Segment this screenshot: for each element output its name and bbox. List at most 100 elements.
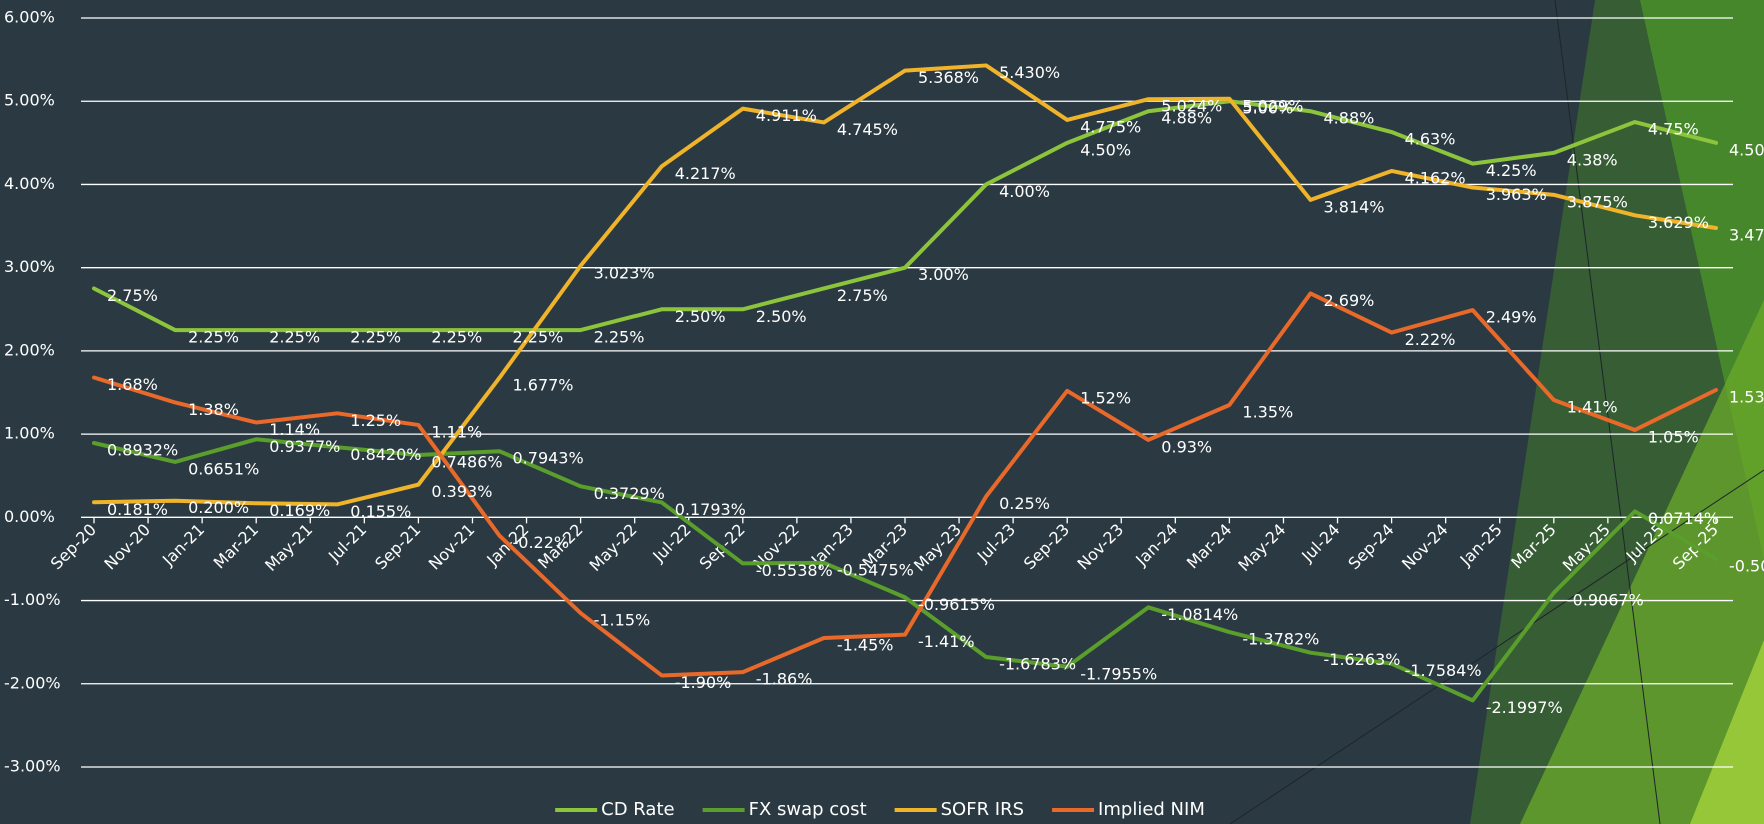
x-tick-label: Nov-23 [1074,520,1128,574]
data-label: 3.629% [1648,213,1709,232]
x-tick-label: Jan-24 [1131,520,1181,570]
data-label: 2.69% [1324,291,1375,310]
data-label: 0.1793% [675,500,746,519]
data-label: 1.68% [107,375,158,394]
data-label: 1.38% [188,400,239,419]
data-label: 5.368% [918,68,979,87]
legend-label: SOFR IRS [941,799,1024,820]
data-label: 0.200% [188,498,249,517]
data-label: -1.6263% [1324,650,1401,669]
y-tick-label: 6.00% [4,8,55,27]
data-label: 4.63% [1405,130,1456,149]
x-tick-label: Sep-21 [371,520,424,573]
data-label: -0.22% [513,533,570,552]
data-label: 5.029% [1242,96,1303,115]
data-label: 1.11% [431,422,482,441]
data-label: 3.875% [1567,192,1628,211]
data-label: 2.25% [431,328,482,347]
data-label: -1.86% [756,670,813,689]
data-label: 0.7943% [513,449,584,468]
data-label: -1.45% [837,636,894,655]
data-label: -1.15% [594,611,651,630]
y-tick-label: 5.00% [4,91,55,110]
data-label: 4.745% [837,120,898,139]
data-label: 0.155% [350,502,411,521]
data-label: 4.75% [1648,120,1699,139]
y-tick-label: 1.00% [4,424,55,443]
x-tick-label: Mar-24 [1183,520,1236,573]
data-label: 2.22% [1405,330,1456,349]
data-label: 1.677% [513,375,574,394]
y-tick-label: 2.00% [4,340,55,359]
data-label: 1.53% [1729,388,1764,407]
data-label: 4.00% [999,182,1050,201]
legend-label: Implied NIM [1098,799,1205,820]
data-label: 4.25% [1486,161,1537,180]
x-tick-label: Jul-21 [324,520,370,566]
x-tick-label: Sep-20 [47,520,100,573]
data-label: 4.50% [1080,140,1131,159]
data-label: 0.93% [1161,437,1212,456]
x-tick-label: Nov-20 [100,520,154,574]
data-label: 4.162% [1405,168,1466,187]
data-label: 0.9377% [269,437,340,456]
data-label: 2.75% [107,286,158,305]
data-label: 2.50% [675,307,726,326]
y-tick-label: -3.00% [4,757,61,776]
data-label: 0.181% [107,500,168,519]
data-label: 4.50% [1729,140,1764,159]
data-label: -1.6783% [999,655,1076,674]
data-label: 3.814% [1324,197,1385,216]
data-label: -2.1997% [1486,698,1563,717]
y-tick-label: -1.00% [4,590,61,609]
data-label: 0.8932% [107,440,178,459]
data-label: -1.7584% [1405,661,1482,680]
data-label: 2.75% [837,286,888,305]
x-tick-label: Nov-21 [425,520,479,574]
legend-item: CD Rate [555,799,674,820]
data-label: 3.963% [1486,185,1547,204]
x-tick-label: Mar-21 [210,520,263,573]
data-label: 2.25% [188,328,239,347]
data-label: 0.25% [999,494,1050,513]
data-label: 5.430% [999,63,1060,82]
data-label: -0.9067% [1567,590,1644,609]
legend-item: Implied NIM [1052,799,1205,820]
data-label: 2.25% [350,328,401,347]
legend-item: SOFR IRS [895,799,1024,820]
y-tick-label: 3.00% [4,257,55,276]
x-tick-label: Jul-23 [973,520,1019,566]
data-label: 2.25% [594,328,645,347]
data-label: 3.00% [918,265,969,284]
data-label: 2.25% [269,328,320,347]
data-label: 1.14% [269,420,320,439]
y-tick-label: 0.00% [4,507,55,526]
y-tick-label: 4.00% [4,174,55,193]
data-label: 4.911% [756,106,817,125]
x-tick-label: Sep-24 [1344,520,1397,573]
data-label: 5.024% [1161,97,1222,116]
data-label: 0.0714% [1648,509,1719,528]
x-tick-label: Sep-23 [1020,520,1073,573]
data-label: 1.35% [1242,402,1293,421]
legend-label: FX swap cost [749,799,867,820]
data-label: 0.3729% [594,484,665,503]
data-label: 1.52% [1080,388,1131,407]
data-label: 3.477% [1729,225,1764,244]
x-tick-label: Jan-21 [158,520,208,570]
x-tick-label: Jul-24 [1297,520,1343,566]
data-label: 1.41% [1567,397,1618,416]
x-tick-label: Jul-22 [648,520,694,566]
chart: -3.00% -2.00% -1.00% 0.00% 1.00% 2.00% 3.00% 4.… [0,0,1764,824]
y-tick-label: -2.00% [4,673,61,692]
data-label: -0.9615% [918,595,995,614]
data-label: -1.41% [918,632,975,651]
data-label: 4.88% [1324,109,1375,128]
data-label: -0.5475% [837,560,914,579]
data-label: 2.25% [513,328,564,347]
data-label: -0.5538% [756,561,833,580]
data-label: 0.6651% [188,459,259,478]
data-label: -1.7955% [1080,664,1157,683]
x-tick-label: May-24 [1234,520,1289,575]
data-label: 4.775% [1080,117,1141,136]
